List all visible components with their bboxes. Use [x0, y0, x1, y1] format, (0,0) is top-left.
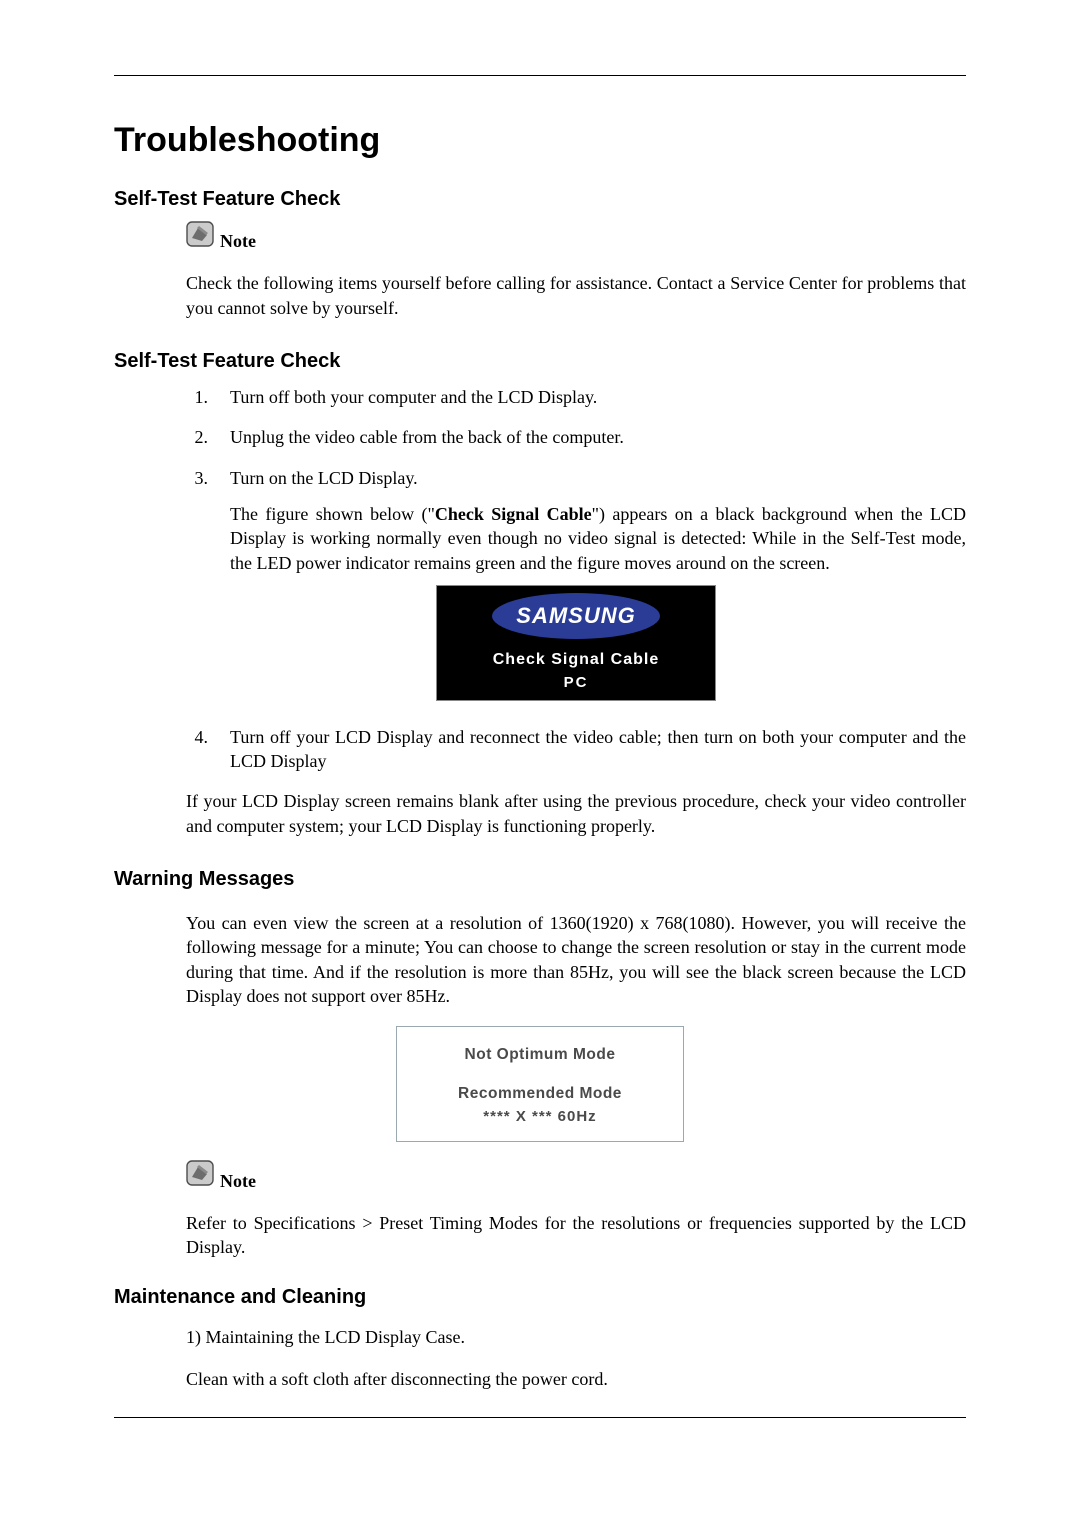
section-heading-maintenance: Maintenance and Cleaning [114, 1284, 966, 1311]
figure-line-2: PC [564, 673, 589, 693]
note-label: Note [220, 229, 256, 253]
list-number: 2. [186, 425, 208, 449]
figure-line-1: Check Signal Cable [493, 649, 660, 671]
note-1-body: Check the following items yourself befor… [186, 271, 966, 320]
note-block-1: Note [186, 221, 966, 254]
figure2-line-1: Not Optimum Mode [409, 1045, 671, 1066]
step3b-pre: The figure shown below (" [230, 504, 435, 524]
list-number: 3. [186, 466, 208, 490]
list-item: 2. Unplug the video cable from the back … [186, 425, 966, 449]
bottom-rule [114, 1417, 966, 1418]
top-rule [114, 75, 966, 76]
maintenance-line-1: 1) Maintaining the LCD Display Case. [186, 1325, 966, 1349]
list-item: 3. Turn on the LCD Display. [186, 466, 966, 490]
list-text: Turn off your LCD Display and reconnect … [230, 725, 966, 774]
list-number: 1. [186, 385, 208, 409]
maintenance-line-2: Clean with a soft cloth after disconnect… [186, 1367, 966, 1391]
list-text: Turn on the LCD Display. [230, 466, 966, 490]
list-text: The figure shown below ("Check Signal Ca… [230, 502, 966, 575]
section-heading-warning: Warning Messages [114, 866, 966, 893]
samsung-logo-oval: SAMSUNG [492, 593, 660, 639]
check-signal-cable-figure: SAMSUNG Check Signal Cable PC [436, 585, 716, 701]
note-2-body: Refer to Specifications > Preset Timing … [186, 1211, 966, 1260]
page-title: Troubleshooting [114, 118, 966, 164]
not-optimum-mode-figure: Not Optimum Mode Recommended Mode **** X… [396, 1026, 684, 1142]
section-heading-self-test-2: Self-Test Feature Check [114, 348, 966, 375]
list-text: Unplug the video cable from the back of … [230, 425, 966, 449]
list-item: 4. Turn off your LCD Display and reconne… [186, 725, 966, 774]
note-icon [186, 1160, 214, 1193]
figure2-line-3: **** X *** 60Hz [409, 1107, 671, 1127]
warning-body: You can even view the screen at a resolu… [186, 911, 966, 1008]
list-number: 4. [186, 725, 208, 774]
section-heading-self-test-1: Self-Test Feature Check [114, 186, 966, 213]
ordered-list: 1. Turn off both your computer and the L… [186, 385, 966, 773]
figure2-line-2: Recommended Mode [409, 1084, 671, 1105]
note-icon [186, 221, 214, 254]
document-page: Troubleshooting Self-Test Feature Check … [0, 0, 1080, 1508]
step3b-bold: Check Signal Cable [435, 504, 592, 524]
list-number-empty [186, 502, 208, 575]
list-text: Turn off both your computer and the LCD … [230, 385, 966, 409]
list-item: 1. Turn off both your computer and the L… [186, 385, 966, 409]
list-item-continuation: The figure shown below ("Check Signal Ca… [186, 502, 966, 575]
note-block-2: Note [186, 1160, 966, 1193]
after-steps-body: If your LCD Display screen remains blank… [186, 789, 966, 838]
samsung-wordmark: SAMSUNG [516, 601, 635, 631]
note-label: Note [220, 1169, 256, 1193]
